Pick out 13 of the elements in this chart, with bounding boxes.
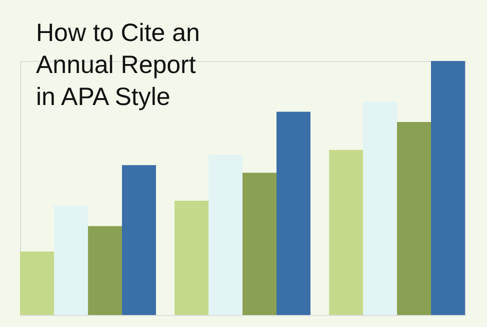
bar (122, 165, 156, 315)
bar (242, 172, 276, 315)
bar (88, 226, 122, 315)
bar (20, 252, 54, 315)
bar (208, 154, 242, 315)
bar (174, 200, 209, 315)
chart-title: How to Cite an Annual Report in APA Style (36, 19, 200, 111)
bar (431, 61, 465, 315)
bar (276, 112, 310, 315)
bar (397, 122, 432, 315)
bar (363, 102, 398, 315)
bar (54, 206, 88, 315)
bar (329, 150, 364, 315)
